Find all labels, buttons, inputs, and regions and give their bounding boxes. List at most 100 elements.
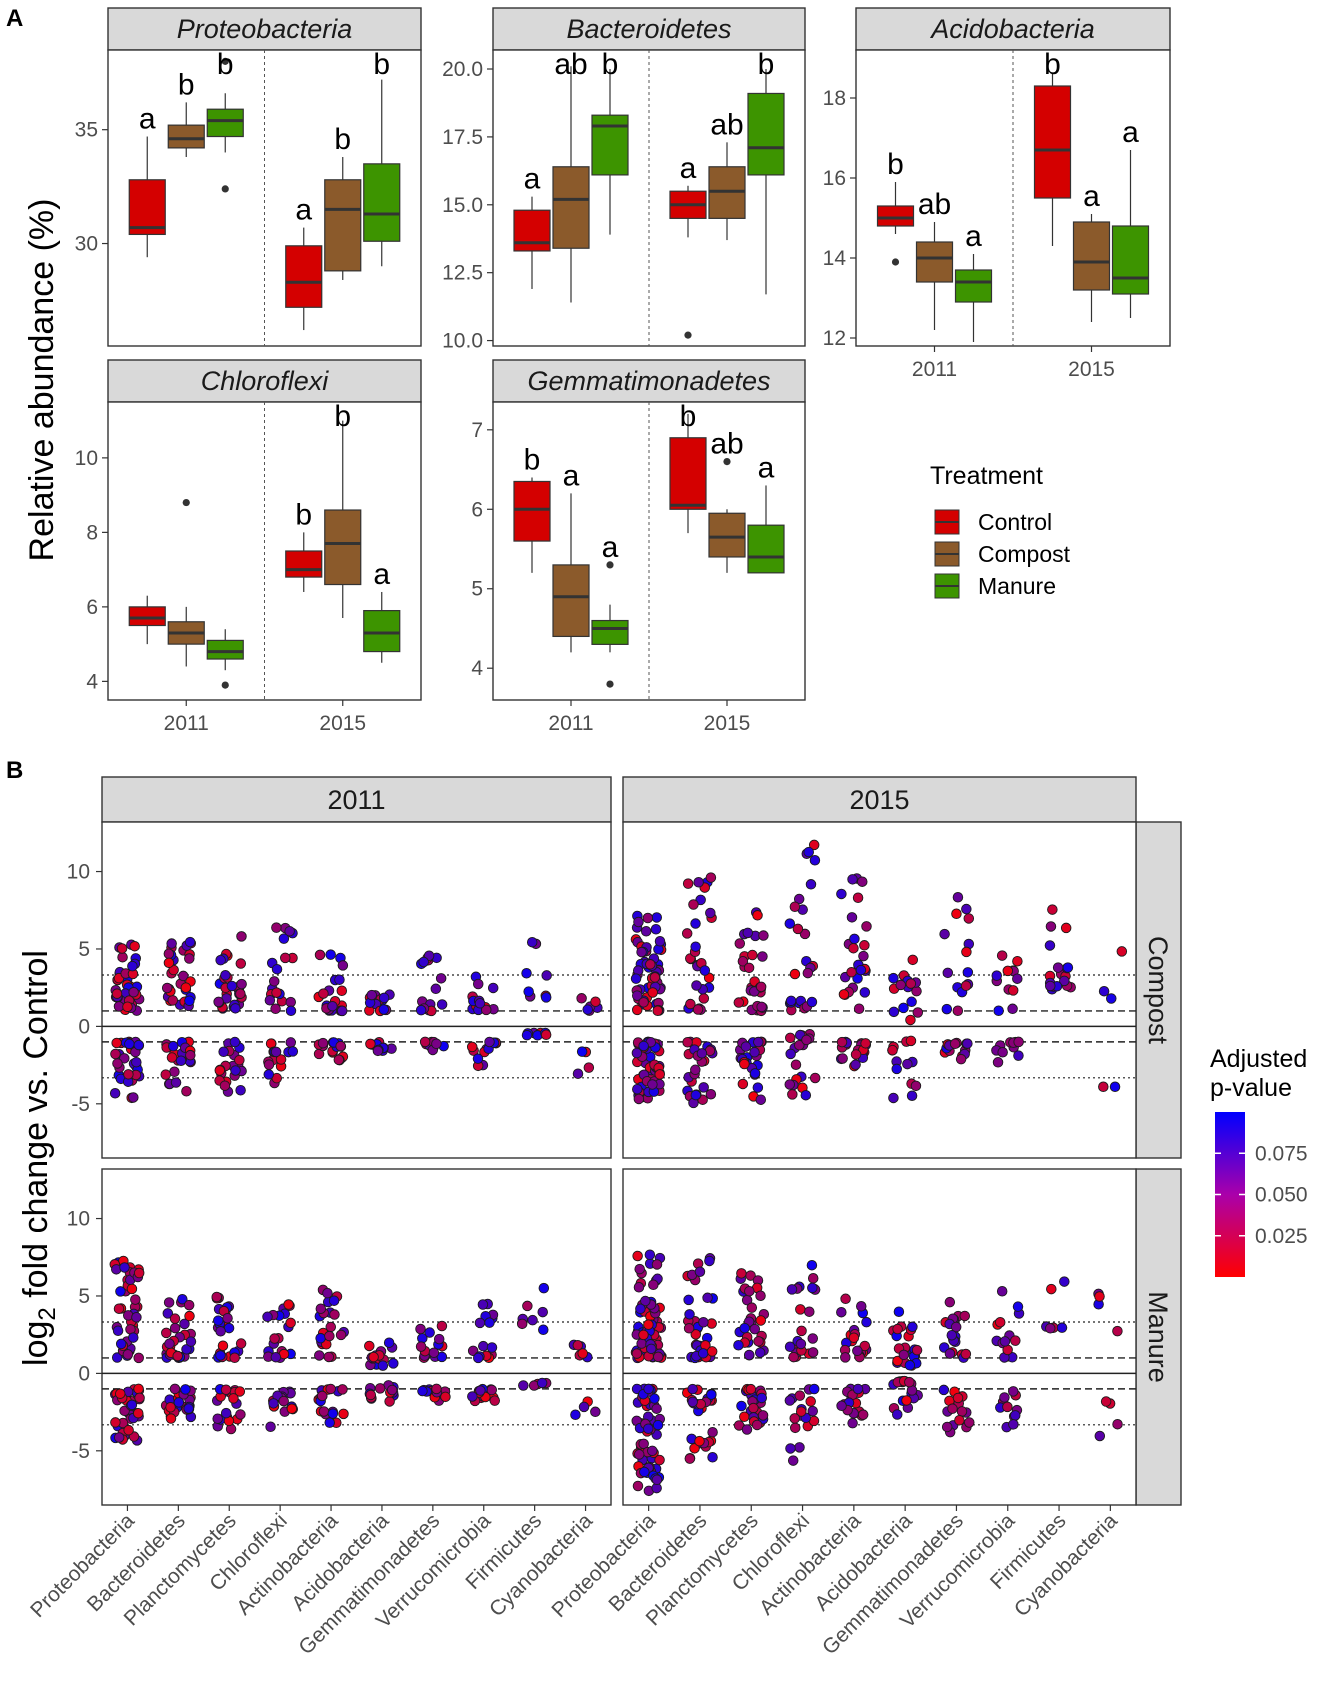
point-proteobacteria xyxy=(640,926,652,937)
point-gemmatimonadetes xyxy=(959,1310,971,1322)
point-actinobacteria xyxy=(846,912,858,923)
point-proteobacteria xyxy=(632,1250,643,1262)
point-gemmatimonadetes xyxy=(440,1391,451,1403)
point-actinobacteria xyxy=(847,1417,858,1429)
point-actinobacteria xyxy=(324,1330,335,1342)
point-chloroflexi xyxy=(796,1325,807,1337)
point-chloroflexi xyxy=(805,1396,816,1407)
point-proteobacteria xyxy=(634,1263,645,1275)
point-proteobacteria xyxy=(115,1286,126,1297)
point-verrucomicrobia xyxy=(486,1342,498,1353)
point-planctomycetes xyxy=(755,981,767,993)
facet-gemmatimonadetes-ytick-label: 4 xyxy=(471,657,483,680)
facet-chloroflexi: Chloroflexi 4 6 8 10 2011 2015 b b a xyxy=(75,359,422,735)
point-planctomycetes xyxy=(746,1302,758,1313)
point-actinobacteria xyxy=(847,874,858,885)
point-chloroflexi xyxy=(805,879,817,890)
facet-acidobacteria-2011-compost-iqr xyxy=(915,241,954,283)
point-verrucomicrobia xyxy=(1012,955,1023,967)
y-axis-title-subscript: 2 xyxy=(34,1307,61,1320)
facet-proteobacteria-2011-compost-iqr xyxy=(167,124,205,149)
point-verrucomicrobia xyxy=(1009,1410,1021,1421)
point-verrucomicrobia xyxy=(1013,1050,1024,1061)
point-bacteroidetes xyxy=(694,1435,705,1447)
facet-acidobacteria-2011-control-iqr xyxy=(876,205,915,227)
facet-gemmatimonadetes-2011-compost-iqr xyxy=(552,564,590,638)
point-proteobacteria xyxy=(652,1419,664,1431)
colorbar-tick-label: 0.075 xyxy=(1255,1142,1308,1165)
point-bacteroidetes xyxy=(684,1453,696,1464)
point-planctomycetes xyxy=(749,1047,760,1058)
point-bacteroidetes xyxy=(184,936,196,948)
facet-bacteroidetes-2011-manure-box: b xyxy=(591,48,629,235)
point-bacteroidetes xyxy=(163,957,175,969)
point-actinobacteria xyxy=(336,985,348,997)
row-strip-manure xyxy=(1135,1168,1182,1506)
point-chloroflexi xyxy=(278,933,290,944)
facet-acidobacteria-2011-control-significance-letter: b xyxy=(887,148,904,181)
point-gemmatimonadetes xyxy=(415,1004,427,1016)
point-proteobacteria xyxy=(633,1449,645,1460)
facet-bacteroidetes-2015-control-outlier xyxy=(684,331,692,339)
facet-gemmatimonadetes-2015-compost-iqr xyxy=(708,512,746,558)
facet-bacteroidetes-2015-compost-significance-letter: ab xyxy=(710,108,743,141)
scatter-manure-2015 xyxy=(622,1168,1137,1506)
point-chloroflexi xyxy=(794,1039,805,1051)
facet-acidobacteria-2015-compost-significance-letter: a xyxy=(1083,180,1100,213)
point-acidobacteria xyxy=(365,1389,376,1401)
facet-bacteroidetes-2015-manure-significance-letter: b xyxy=(758,48,775,81)
point-firmicutes xyxy=(536,1377,548,1389)
point-proteobacteria xyxy=(635,1303,646,1315)
facet-acidobacteria-2015-manure-box: a xyxy=(1111,116,1150,318)
point-proteobacteria xyxy=(638,997,649,1008)
point-gemmatimonadetes xyxy=(961,903,972,915)
point-bacteroidetes xyxy=(690,1064,701,1076)
point-proteobacteria xyxy=(654,1069,665,1080)
facet-bacteroidetes-2015-manure-box: b xyxy=(747,48,785,295)
point-bacteroidetes xyxy=(169,1066,180,1078)
point-chloroflexi xyxy=(271,963,283,975)
facet-acidobacteria-2011-manure-iqr xyxy=(954,269,993,303)
point-planctomycetes xyxy=(235,988,246,999)
facet-gemmatimonadetes-2015-manure-iqr xyxy=(747,524,785,574)
point-proteobacteria xyxy=(631,1004,643,1016)
point-proteobacteria xyxy=(632,1083,643,1095)
facet-proteobacteria-2011-manure-significance-letter: b xyxy=(217,48,234,81)
point-actinobacteria xyxy=(325,1383,336,1395)
point-planctomycetes xyxy=(215,1350,226,1361)
point-proteobacteria xyxy=(654,936,666,947)
point-cyanobacteria xyxy=(570,1409,581,1420)
point-bacteroidetes xyxy=(160,1069,171,1080)
point-firmicutes xyxy=(1052,962,1064,973)
point-proteobacteria xyxy=(112,1325,124,1336)
point-actinobacteria xyxy=(318,988,329,999)
point-planctomycetes xyxy=(755,1315,767,1326)
facet-gemmatimonadetes-2011-control-iqr xyxy=(513,480,551,542)
point-verrucomicrobia xyxy=(487,982,499,994)
facet-acidobacteria-2011-manure-significance-letter: a xyxy=(965,220,982,253)
facet-chloroflexi-2011-compost-box xyxy=(167,498,205,667)
point-firmicutes xyxy=(1060,922,1072,934)
point-gemmatimonadetes xyxy=(418,956,429,968)
point-cyanobacteria xyxy=(572,1068,584,1079)
facet-bacteroidetes-ytick-label: 17.5 xyxy=(442,126,483,149)
point-chloroflexi xyxy=(789,1413,800,1424)
facet-bacteroidetes-title: Bacteroidetes xyxy=(566,14,731,44)
point-cyanobacteria xyxy=(1094,1291,1105,1302)
point-bacteroidetes xyxy=(180,982,192,993)
point-cyanobacteria xyxy=(1112,1418,1123,1430)
facet-acidobacteria-2011-compost-significance-letter: ab xyxy=(918,188,951,221)
point-verrucomicrobia xyxy=(1012,973,1023,984)
facet-gemmatimonadetes-2011-manure-box: a xyxy=(591,531,629,688)
point-acidobacteria xyxy=(386,1384,398,1396)
point-firmicutes xyxy=(1059,975,1070,987)
point-proteobacteria xyxy=(133,1267,145,1279)
point-cyanobacteria xyxy=(1094,1430,1106,1442)
point-planctomycetes xyxy=(733,1340,744,1351)
point-proteobacteria xyxy=(134,1392,145,1404)
facet-gemmatimonadetes-2011-manure-outlier xyxy=(606,561,614,569)
point-bacteroidetes xyxy=(166,1052,178,1063)
point-bacteroidetes xyxy=(184,1310,195,1322)
point-verrucomicrobia xyxy=(1012,1301,1024,1312)
point-chloroflexi xyxy=(787,1089,798,1100)
